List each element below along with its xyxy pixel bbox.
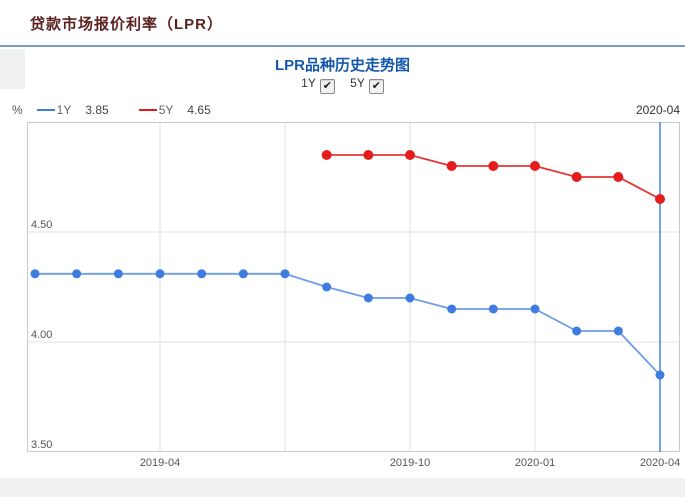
line-chart[interactable]: 3.50 4.00 4.50 xyxy=(27,122,680,452)
y-tick-label: 4.50 xyxy=(31,219,52,231)
page-header: 贷款市场报价利率（LPR） xyxy=(0,0,685,47)
page-title: 贷款市场报价利率（LPR） xyxy=(30,16,224,33)
y-tick-label: 4.00 xyxy=(31,329,52,341)
legend-item-5y: 5Y 4.65 xyxy=(138,103,211,117)
legend-value-5y: 4.65 xyxy=(187,103,211,117)
legend-item-1y: 1Y 3.85 xyxy=(36,103,109,117)
x-tick-label: 2019-04 xyxy=(139,457,181,469)
y-tick-label: 3.50 xyxy=(31,439,52,451)
checkbox-1y[interactable]: ✔ xyxy=(319,79,335,94)
x-tick-label: 2020-04 xyxy=(639,457,681,469)
chart-title: LPR品种历史走势图 xyxy=(274,57,410,74)
current-date-label: 2020-04 xyxy=(635,103,680,117)
chart-legend: % 1Y 3.85 5Y 4.65 xyxy=(12,103,211,119)
legend-swatch-5y xyxy=(138,109,157,111)
toggle-1y[interactable]: 1Y ✔ xyxy=(301,76,338,94)
series-toggles: 1Y ✔ 5Y ✔ xyxy=(0,76,685,94)
legend-label-1y: 1Y xyxy=(56,103,72,117)
x-axis-labels: 2019-04 2019-10 2020-01 2020-04 xyxy=(0,457,685,473)
toggle-5y[interactable]: 5Y ✔ xyxy=(350,76,384,94)
y-axis-unit: % xyxy=(12,103,23,117)
checkbox-5y[interactable]: ✔ xyxy=(368,79,384,94)
toggle-5y-label: 5Y xyxy=(350,76,365,90)
x-tick-label: 2019-10 xyxy=(389,457,431,469)
legend-value-1y: 3.85 xyxy=(85,103,109,117)
toggle-1y-label: 1Y xyxy=(301,76,316,90)
content-background xyxy=(0,0,685,478)
x-tick-label: 2020-01 xyxy=(514,457,556,469)
left-gutter xyxy=(0,49,25,89)
legend-label-5y: 5Y xyxy=(158,103,174,117)
legend-swatch-1y xyxy=(36,109,55,111)
